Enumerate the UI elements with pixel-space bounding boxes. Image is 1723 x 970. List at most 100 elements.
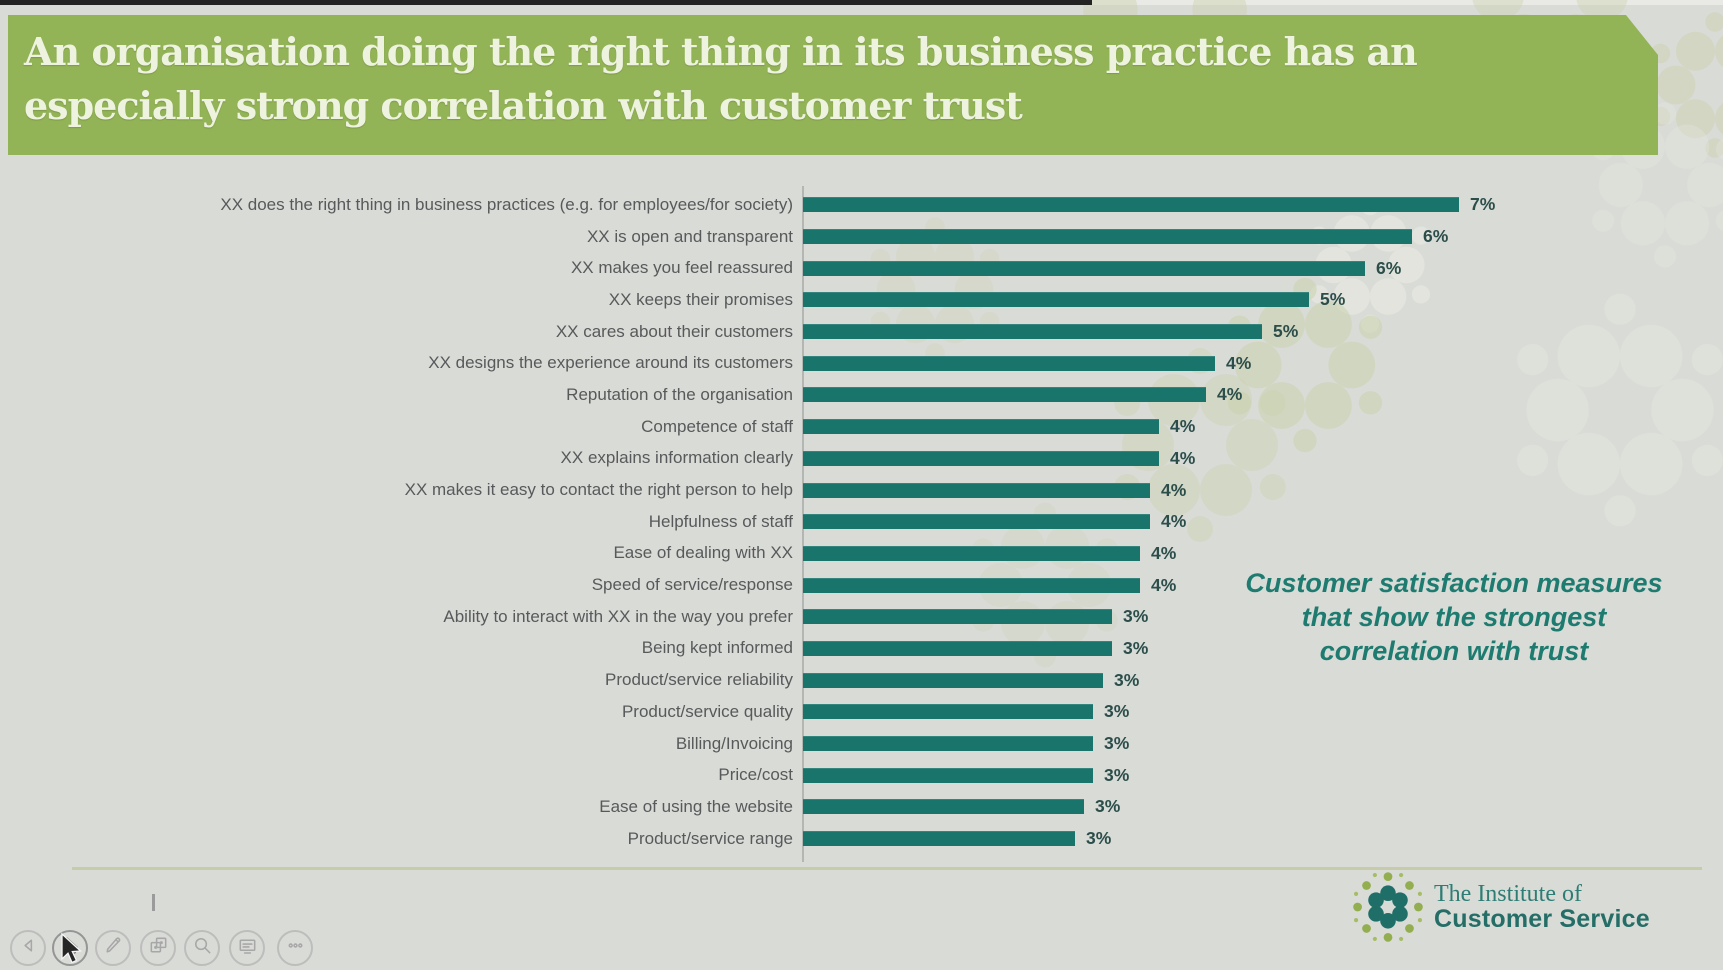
bar bbox=[803, 704, 1093, 720]
value-label: 3% bbox=[1114, 669, 1140, 690]
chart-row: XX explains information clearly 4% bbox=[88, 443, 1495, 475]
category-label: XX makes it easy to contact the right pe… bbox=[404, 480, 793, 500]
bar bbox=[803, 260, 1365, 276]
value-label: 4% bbox=[1226, 352, 1252, 373]
value-label: 3% bbox=[1104, 764, 1130, 785]
category-label: Speed of service/response bbox=[591, 575, 793, 595]
pointer-tools-button[interactable] bbox=[52, 930, 88, 966]
category-label: Product/service range bbox=[627, 828, 793, 848]
annotation-line: that show the strongest bbox=[1301, 602, 1607, 632]
chart-row: Speed of service/response 4% bbox=[88, 569, 1495, 601]
chart-row: Reputation of the organisation 4% bbox=[88, 379, 1495, 411]
value-label: 5% bbox=[1273, 321, 1299, 342]
chart-row: XX keeps their promises 5% bbox=[88, 284, 1495, 316]
bar bbox=[803, 609, 1112, 625]
slide-title-line1: An organisation doing the right thing in… bbox=[24, 29, 1417, 74]
chart-row: Ease of using the website 3% bbox=[88, 791, 1495, 823]
chart-row: XX is open and transparent 6% bbox=[88, 221, 1495, 253]
cursor-icon bbox=[59, 934, 82, 962]
more-options-button[interactable] bbox=[277, 930, 313, 966]
molecule-pattern-icon bbox=[1500, 290, 1723, 530]
chart-row: XX designs the experience around its cus… bbox=[88, 347, 1495, 379]
bar-chart: XX does the right thing in business prac… bbox=[88, 189, 1495, 854]
chart-row: Product/service reliability 3% bbox=[88, 664, 1495, 696]
category-label: XX is open and transparent bbox=[586, 226, 793, 246]
magnifier-icon bbox=[191, 934, 214, 962]
category-label: Price/cost bbox=[718, 765, 793, 785]
chart-annotation: Customer satisfaction measures that show… bbox=[1216, 566, 1692, 668]
bar bbox=[803, 482, 1150, 498]
bar bbox=[803, 545, 1140, 561]
category-label: XX does the right thing in business prac… bbox=[220, 194, 793, 214]
display-settings-button[interactable] bbox=[229, 930, 265, 966]
bar bbox=[803, 197, 1459, 213]
value-label: 3% bbox=[1104, 733, 1130, 754]
annotation-line: correlation with trust bbox=[1319, 636, 1589, 666]
value-label: 3% bbox=[1095, 796, 1121, 817]
category-label: Being kept informed bbox=[641, 638, 793, 658]
category-label: Ease of dealing with XX bbox=[613, 543, 793, 563]
value-label: 3% bbox=[1104, 701, 1130, 722]
pen-tools-button[interactable] bbox=[95, 930, 131, 966]
value-label: 4% bbox=[1161, 511, 1187, 532]
slides-icon bbox=[147, 934, 170, 962]
category-label: Competence of staff bbox=[641, 416, 793, 436]
category-label: Billing/Invoicing bbox=[675, 733, 793, 753]
arrow-left-icon bbox=[17, 934, 40, 962]
chart-row: Ability to interact with XX in the way y… bbox=[88, 601, 1495, 633]
bar bbox=[803, 324, 1262, 340]
ellipsis-icon bbox=[284, 934, 307, 962]
value-label: 4% bbox=[1170, 416, 1196, 437]
letterbox-strip-dark bbox=[0, 0, 1092, 5]
chart-row: Ease of dealing with XX 4% bbox=[88, 538, 1495, 570]
category-label: XX makes you feel reassured bbox=[570, 258, 793, 278]
letterbox-strip-light bbox=[1092, 0, 1723, 5]
chart-row: Product/service quality 3% bbox=[88, 696, 1495, 728]
bar bbox=[803, 577, 1140, 593]
category-label: Helpfulness of staff bbox=[648, 511, 793, 531]
title-banner: An organisation doing the right thing in… bbox=[8, 15, 1658, 155]
bar bbox=[803, 672, 1103, 688]
value-label: 4% bbox=[1161, 479, 1187, 500]
logo-text-line1: The Institute of bbox=[1434, 881, 1582, 907]
chart-row: Price/cost 3% bbox=[88, 759, 1495, 791]
chart-row: XX does the right thing in business prac… bbox=[88, 189, 1495, 221]
bar bbox=[803, 640, 1112, 656]
value-label: 3% bbox=[1123, 606, 1149, 627]
chart-row: Billing/Invoicing 3% bbox=[88, 728, 1495, 760]
bar bbox=[803, 229, 1412, 245]
bar bbox=[803, 292, 1309, 308]
category-label: Ability to interact with XX in the way y… bbox=[443, 606, 793, 626]
logo-text-line2: Customer Service bbox=[1434, 905, 1650, 933]
slide-footer-line bbox=[72, 867, 1702, 870]
value-label: 4% bbox=[1170, 447, 1196, 468]
chart-row: XX makes you feel reassured 6% bbox=[88, 252, 1495, 284]
text-cursor-mark bbox=[152, 894, 155, 911]
see-all-slides-button[interactable] bbox=[140, 930, 176, 966]
institute-logo: The Institute of Customer Service bbox=[1350, 869, 1650, 945]
monitor-icon bbox=[236, 934, 259, 962]
value-label: 7% bbox=[1470, 194, 1496, 215]
chart-row: XX cares about their customers 5% bbox=[88, 316, 1495, 348]
bar bbox=[803, 799, 1084, 815]
category-label: XX designs the experience around its cus… bbox=[428, 353, 793, 373]
value-label: 3% bbox=[1123, 637, 1149, 658]
bar bbox=[803, 514, 1150, 530]
value-label: 5% bbox=[1320, 289, 1346, 310]
zoom-slide-button[interactable] bbox=[184, 930, 220, 966]
category-label: Reputation of the organisation bbox=[566, 384, 793, 404]
chart-row: Product/service range 3% bbox=[88, 823, 1495, 855]
bar bbox=[803, 450, 1159, 466]
value-label: 4% bbox=[1151, 542, 1177, 563]
bar bbox=[803, 419, 1159, 435]
chart-row: Competence of staff 4% bbox=[88, 411, 1495, 443]
chart-row: XX makes it easy to contact the right pe… bbox=[88, 474, 1495, 506]
previous-slide-button[interactable] bbox=[10, 930, 46, 966]
value-label: 3% bbox=[1086, 828, 1112, 849]
value-label: 6% bbox=[1376, 257, 1402, 278]
value-label: 4% bbox=[1151, 574, 1177, 595]
bar bbox=[803, 355, 1215, 371]
pen-icon bbox=[102, 934, 125, 962]
category-label: XX keeps their promises bbox=[608, 289, 793, 309]
